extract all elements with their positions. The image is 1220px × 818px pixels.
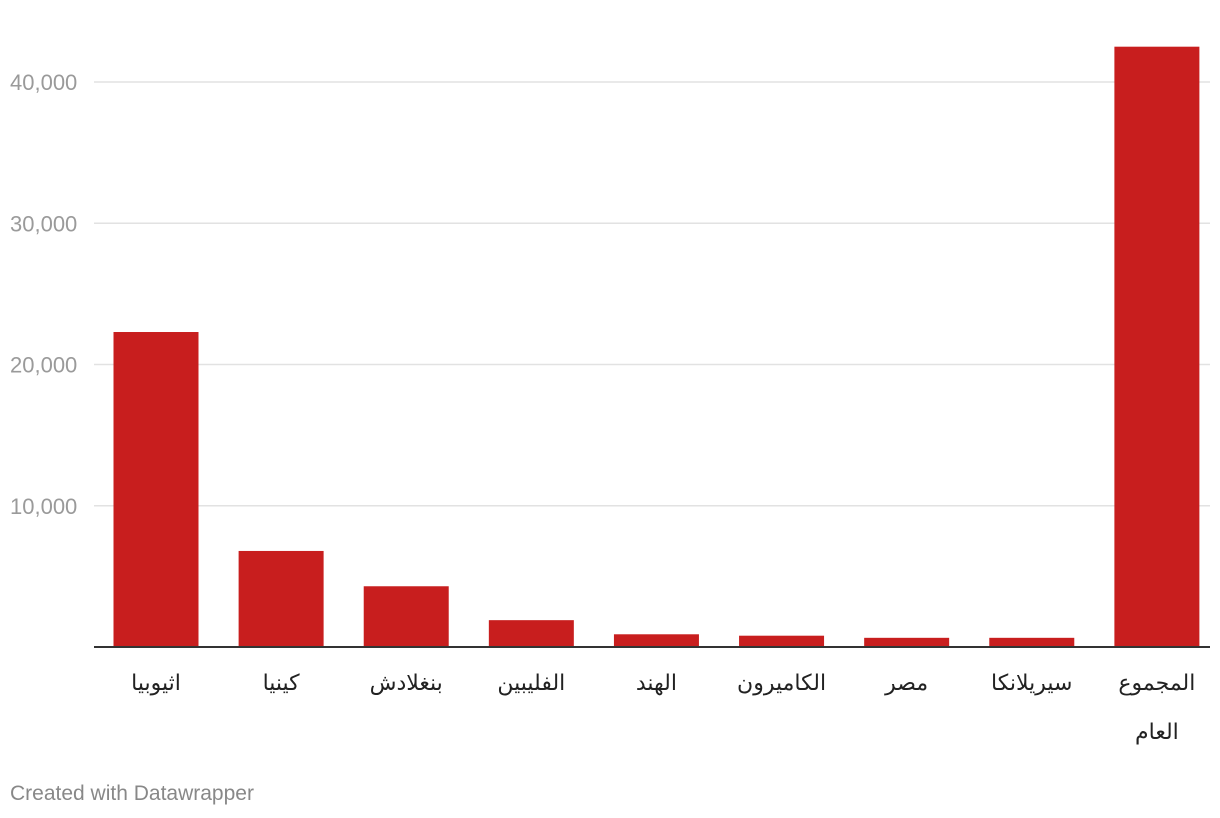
bar — [113, 332, 199, 647]
x-category-label: مصر — [884, 671, 928, 696]
bar — [238, 550, 324, 647]
y-tick-label: 20,000 — [10, 353, 77, 378]
bar-chart: 10,000 20,000 30,000 40,000 اثيوبيا كينيا بنغل… — [10, 46, 1210, 745]
datawrapper-credit: Created with Datawrapper — [10, 782, 254, 805]
y-tick-label: 40,000 — [10, 70, 77, 95]
x-category-label: الفليبين — [497, 671, 565, 696]
x-category-label: المجموع العام — [1118, 671, 1195, 745]
x-category-label: الهند — [636, 671, 677, 696]
x-category-label: سيريلانكا — [991, 671, 1072, 696]
bar — [363, 586, 449, 647]
bar — [864, 637, 950, 647]
bar — [989, 637, 1075, 647]
bar — [739, 635, 825, 647]
x-category-label: الكاميرون — [737, 671, 826, 696]
bar — [488, 620, 574, 647]
y-tick-label: 10,000 — [10, 494, 77, 519]
x-category-label: كينيا — [263, 671, 301, 696]
bar — [1114, 46, 1200, 647]
x-category-label: اثيوبيا — [131, 671, 181, 696]
bar — [613, 634, 699, 647]
x-category-label: بنغلادش — [370, 671, 443, 696]
y-tick-label: 30,000 — [10, 211, 77, 236]
